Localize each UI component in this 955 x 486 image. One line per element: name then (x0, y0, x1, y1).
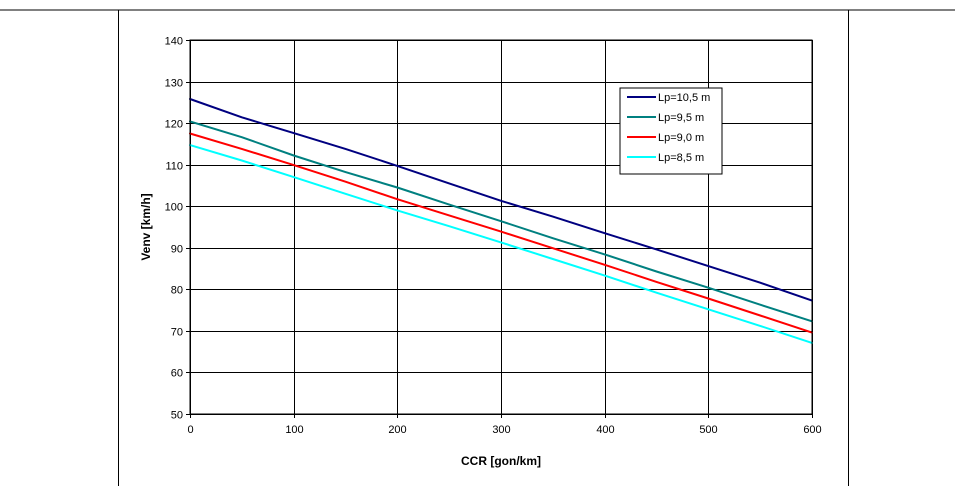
y-tick-label: 50 (171, 410, 183, 422)
y-tick-label: 100 (165, 202, 183, 214)
legend-label: Lp=9,0 m (658, 132, 704, 144)
legend-label: Lp=9,5 m (658, 112, 704, 124)
y-tick-label: 90 (171, 244, 183, 256)
x-tick-label: 300 (492, 424, 510, 436)
series-line-0 (189, 98, 813, 302)
y-tick-label: 70 (171, 327, 183, 339)
y-tick-label: 120 (165, 119, 183, 131)
y-tick-label: 80 (171, 285, 183, 297)
legend: Lp=10,5 m Lp=9,5 m Lp=9,0 m Lp=8,5 m (619, 87, 723, 175)
y-tick-label: 60 (171, 368, 183, 380)
y-tick-label: 140 (165, 36, 183, 48)
x-tick-label: 0 (187, 424, 193, 436)
x-tick-label: 100 (285, 424, 303, 436)
legend-label: Lp=8,5 m (658, 152, 704, 164)
x-tick-label: 500 (699, 424, 717, 436)
axis-ticks: 50 60 70 80 90 100 110 120 130 140 0 100 200 300 400 50… (165, 36, 822, 437)
series-line-2 (189, 132, 813, 334)
y-axis-title: Venv [km/h] (139, 193, 153, 260)
x-tick-label: 200 (388, 424, 406, 436)
series-line-1 (189, 120, 813, 323)
series-layer (189, 98, 813, 344)
y-tick-label: 110 (165, 161, 183, 173)
x-tick-label: 400 (596, 424, 614, 436)
x-tick-label: 600 (803, 424, 821, 436)
series-line-3 (189, 144, 813, 344)
legend-label: Lp=10,5 m (658, 92, 710, 104)
y-tick-label: 130 (165, 78, 183, 90)
legend-box (619, 87, 723, 175)
x-axis-title: CCR [gon/km] (461, 454, 541, 468)
